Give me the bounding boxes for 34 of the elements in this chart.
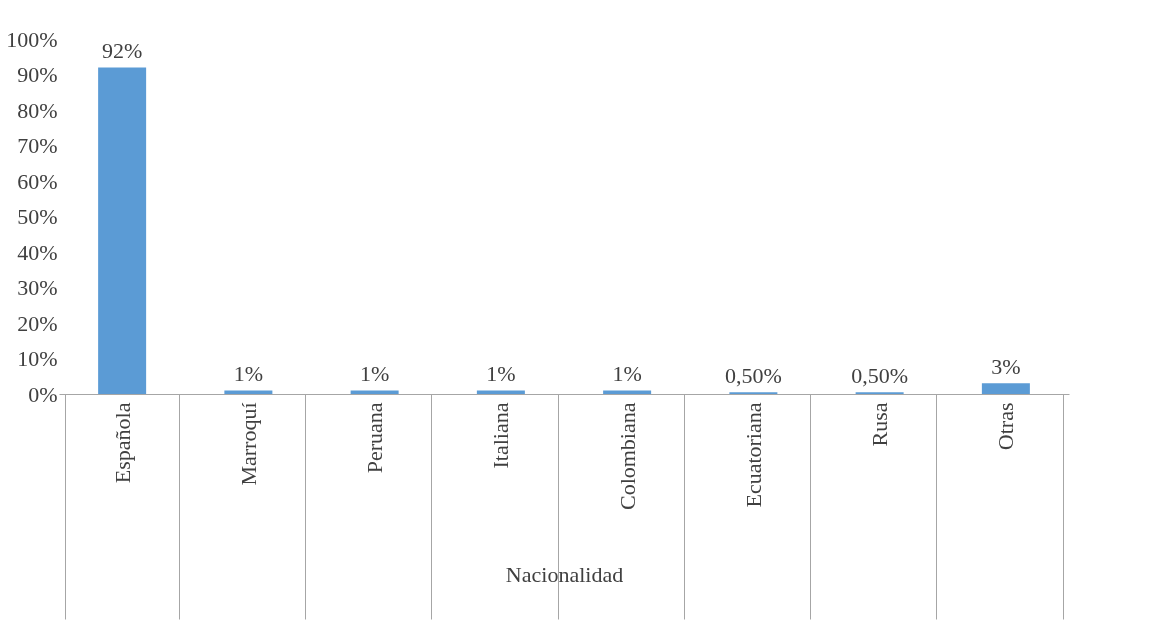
x-tick-label: Peruana	[362, 402, 388, 474]
data-label: 1%	[612, 361, 642, 387]
y-tick-label: 50%	[17, 204, 58, 229]
y-tick-label: 0%	[28, 381, 58, 407]
data-label: 1%	[233, 361, 264, 387]
x-tick-label: Española	[109, 402, 135, 484]
data-label: 0,50%	[851, 363, 909, 389]
y-tick-label: 90%	[17, 62, 58, 87]
x-tick-label: Marroquí	[235, 402, 261, 486]
y-tick-label: 60%	[17, 168, 58, 194]
x-tick-label: Otras	[993, 402, 1019, 451]
bar	[981, 383, 1030, 394]
data-label: 0,50%	[724, 363, 782, 389]
bar	[603, 390, 652, 394]
x-tick-label: Rusa	[867, 402, 893, 447]
x-tick-label: Ecuatoriana	[740, 402, 766, 508]
bar	[350, 390, 399, 394]
y-tick-label: 40%	[17, 239, 58, 265]
bar	[224, 390, 273, 394]
x-tick-label: Colombiana	[614, 402, 640, 511]
bar	[476, 390, 525, 394]
y-tick-label: 20%	[17, 310, 58, 336]
data-label: 92%	[101, 38, 143, 64]
y-tick-label: 80%	[17, 97, 58, 123]
data-label: 1%	[359, 361, 390, 387]
y-tick-label: 10%	[17, 346, 58, 371]
data-label: 1%	[486, 361, 516, 387]
y-tick-label: 100%	[6, 26, 58, 52]
x-axis-title: Nacionalidad	[505, 561, 624, 587]
data-label: 3%	[991, 354, 1021, 380]
y-tick-label: 70%	[17, 133, 58, 158]
bar	[98, 67, 147, 394]
x-tick-label: Italiana	[488, 402, 514, 469]
y-tick-label: 30%	[17, 275, 58, 300]
